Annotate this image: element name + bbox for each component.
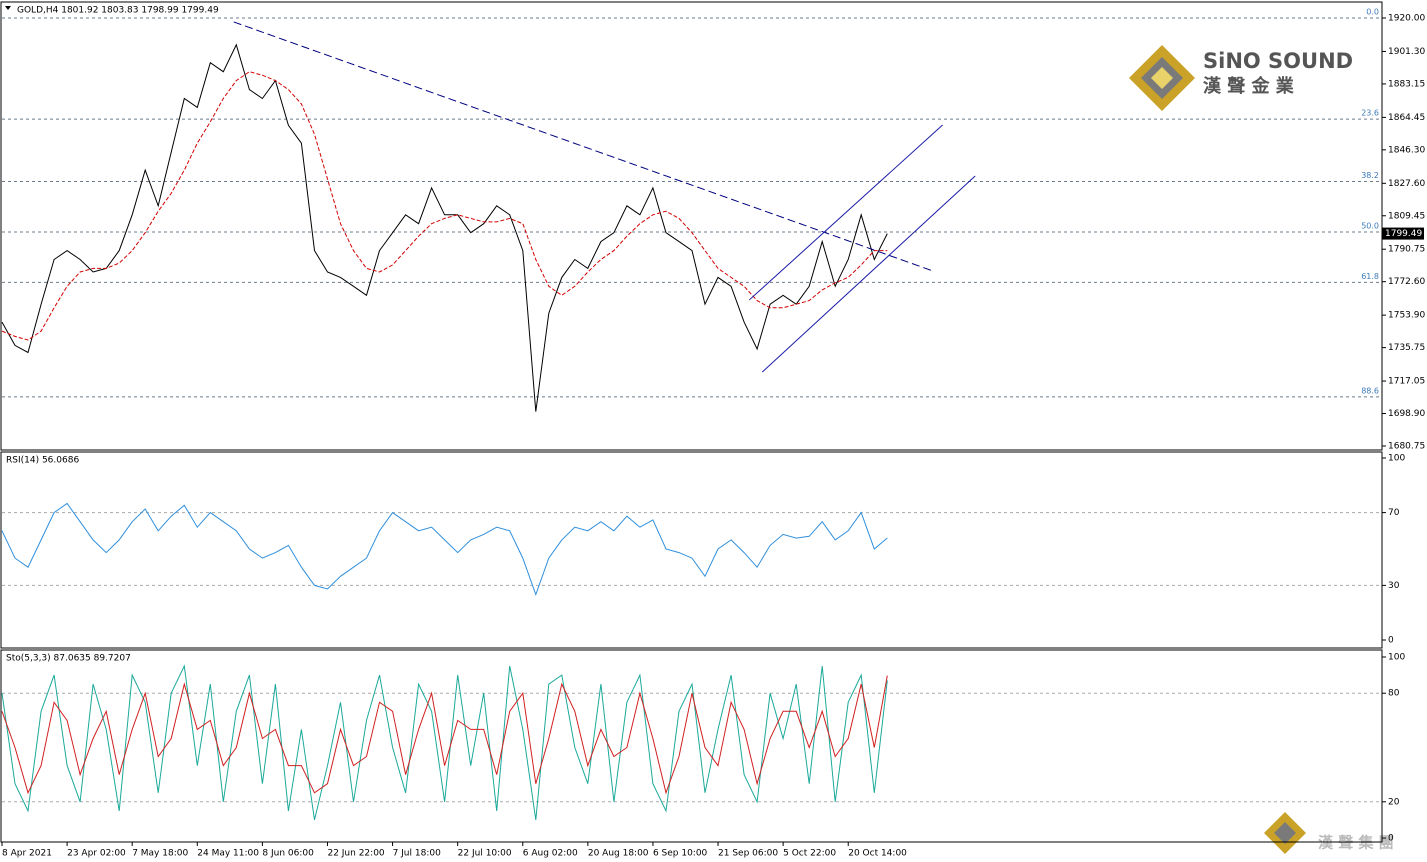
fib-label: 61.8	[1361, 272, 1379, 281]
series-line	[1, 675, 888, 795]
panel	[1, 664, 1382, 821]
y-tick-label: 1920.00	[1388, 14, 1425, 24]
x-tick-label: 7 Jul 18:00	[393, 849, 442, 859]
y-tick-label: 80	[1388, 689, 1400, 699]
trendline	[233, 21, 934, 272]
y-tick-label: 1809.45	[1388, 211, 1425, 221]
brand-subtitle: 漢 聲 金 業	[1203, 75, 1295, 97]
logo-core	[1151, 67, 1173, 89]
y-tick-label: 1827.60	[1388, 179, 1425, 189]
logo: SiNO SOUND 漢 聲 金 業 漢 聲 集 團	[1129, 45, 1394, 854]
y-tick-label: 1864.45	[1388, 113, 1425, 123]
x-tick-label: 22 Jul 10:00	[458, 849, 512, 859]
y-tick-label: 1717.05	[1388, 377, 1425, 387]
panel-title: Sto(5,3,3) 87.0635 89.7207	[6, 654, 131, 664]
y-tick-label: 1901.30	[1388, 47, 1425, 57]
trendline	[748, 124, 943, 301]
y-tick-label: 1883.15	[1388, 79, 1425, 89]
series-line	[1, 664, 888, 821]
x-tick-label: 5 Oct 22:00	[783, 849, 836, 859]
y-tick-label: 0	[1388, 834, 1394, 844]
last-price-label: 1799.49	[1385, 229, 1422, 239]
fib-label: 38.2	[1361, 171, 1379, 180]
y-tick-label: 1753.90	[1388, 311, 1425, 321]
panel	[1, 17, 1382, 412]
x-tick-label: 21 Sep 06:00	[718, 849, 778, 859]
x-tick-label: 24 May 11:00	[197, 849, 259, 859]
trendline	[761, 175, 976, 373]
panel-frame	[0, 1, 1383, 451]
x-tick-label: 8 Apr 2021	[2, 849, 52, 859]
y-tick-label: 1846.30	[1388, 145, 1425, 155]
y-tick-label: 100	[1388, 454, 1405, 464]
y-tick-label: 1772.60	[1388, 277, 1425, 287]
y-tick-label: 0	[1388, 636, 1394, 646]
x-tick-label: 20 Oct 14:00	[848, 849, 907, 859]
logo-small-inner	[1274, 822, 1296, 844]
x-tick-label: 6 Aug 02:00	[523, 849, 578, 859]
y-tick-label: 30	[1388, 581, 1400, 591]
panel	[1, 502, 1382, 596]
panel-title: GOLD,H4 1801.92 1803.83 1798.99 1799.49	[17, 6, 219, 16]
x-tick-label: 23 Apr 02:00	[67, 849, 126, 859]
fib-label: 50.0	[1361, 221, 1379, 230]
x-tick-label: 22 Jun 22:00	[327, 849, 384, 859]
fib-label: 23.6	[1361, 109, 1379, 118]
series-line	[1, 502, 888, 596]
x-tick-label: 20 Aug 18:00	[588, 849, 649, 859]
series-line	[1, 71, 888, 341]
x-tick-label: 7 May 18:00	[132, 849, 188, 859]
panel-frame	[0, 451, 1383, 649]
y-tick-label: 1790.75	[1388, 245, 1425, 255]
y-tick-label: 1735.75	[1388, 343, 1425, 353]
last-price-box	[1382, 227, 1424, 240]
series-line	[1, 43, 888, 412]
y-tick-label: 20	[1388, 797, 1400, 807]
y-tick-label: 70	[1388, 508, 1400, 518]
panel-title: RSI(14) 56.0686	[6, 456, 79, 466]
y-tick-label: 1680.75	[1388, 442, 1425, 452]
x-tick-label: 6 Sep 10:00	[653, 849, 708, 859]
y-tick-label: 1698.90	[1388, 409, 1425, 419]
fib-label: 0.0	[1366, 8, 1379, 17]
fib-label: 88.6	[1361, 386, 1379, 395]
menu-arrow	[5, 6, 11, 10]
y-tick-label: 100	[1388, 653, 1405, 663]
x-tick-label: 8 Jun 06:00	[262, 849, 314, 859]
brand-name: SiNO SOUND	[1203, 49, 1353, 73]
panel-frame	[0, 649, 1383, 843]
